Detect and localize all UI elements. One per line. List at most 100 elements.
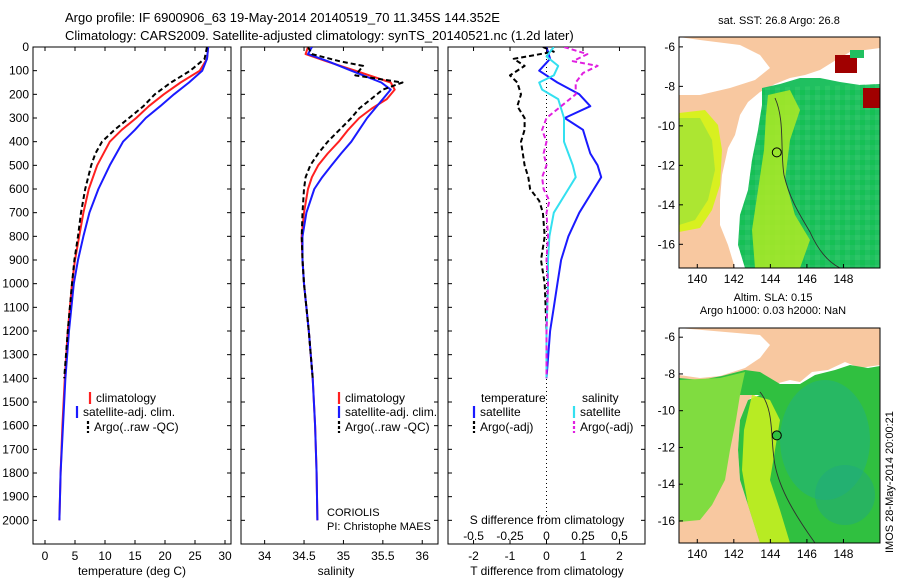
map-x-tick-label: 140	[687, 547, 707, 561]
legend-s-argo-label: Argo(-adj)	[580, 420, 633, 434]
map-x-tick-label: 144	[760, 272, 780, 286]
map-y-tick-label: -16	[658, 514, 676, 528]
map-y-tick-label: -10	[658, 119, 676, 133]
s-diff-tick-label: -0.5	[463, 529, 484, 543]
sla-map-title-1: Altim. SLA: 0.15	[734, 292, 813, 304]
legend-t-argo-label: Argo(-adj)	[480, 420, 533, 434]
difference-panel: -2 -1 0 1 2 -0.5 -0.25 0 0.25 0.5 T difference fr…	[447, 46, 646, 578]
credit-pi: PI: Christophe MAES	[327, 521, 431, 533]
sst-high-patch	[863, 88, 880, 108]
s-diff-tick-label: 0	[543, 529, 550, 543]
sla-map-ticks: 140 142 144 146 148 -6 -8 -10 -12 -14 -16	[658, 330, 854, 561]
map-y-tick-label: -14	[658, 477, 676, 491]
map-y-tick-label: -8	[664, 79, 675, 93]
sla-map: Altim. SLA: 0.15 Argo h1000: 0.03 h2000:…	[658, 292, 881, 561]
depth-tick-label: 1100	[3, 300, 29, 314]
x-tick-label: 20	[158, 549, 172, 563]
legend-climatology-label: climatology	[345, 391, 405, 405]
sla-map-frame	[678, 327, 881, 544]
legend-argo-label: Argo(..raw -QC)	[345, 420, 430, 434]
map-x-tick-label: 142	[724, 547, 744, 561]
depth-tick-label: 1000	[2, 277, 29, 291]
sst-field-west-edge	[679, 118, 715, 225]
map-y-tick-label: -8	[664, 367, 675, 381]
temperature-legend: climatology satellite-adj. clim. Argo(..…	[75, 391, 179, 434]
x-tick-label: 5	[72, 549, 79, 563]
map-y-tick-label: -10	[658, 404, 676, 418]
depth-tick-label: 1900	[2, 490, 29, 504]
difference-lines	[509, 47, 603, 379]
sst-high-patch	[835, 55, 857, 73]
series-line	[58, 47, 210, 521]
sla-bathy-contour	[759, 391, 816, 543]
map-x-tick-label: 148	[833, 272, 853, 286]
x-tick-label: 2	[616, 549, 623, 563]
map-y-tick-label: -6	[664, 40, 675, 54]
sst-map: sat. SST: 26.8 Argo: 26.8 140 142 144 146 14…	[658, 15, 881, 286]
depth-tick-label: 100	[9, 64, 29, 78]
difference-ticks: -2 -1 0 1 2 -0.5 -0.25 0 0.25 0.5	[448, 46, 645, 563]
depth-tick-label: 900	[9, 253, 29, 267]
legend-argo-label: Argo(..raw -QC)	[94, 420, 179, 434]
temperature-panel: 0100200300400500600700800900100011001200…	[2, 40, 232, 578]
legend-satellite-label: satellite-adj. clim.	[345, 405, 437, 419]
temperature-ticks: 0100200300400500600700800900100011001200…	[2, 40, 232, 563]
salinity-lines	[300, 47, 404, 521]
depth-tick-label: 0	[22, 40, 29, 54]
legend-temperature-heading: temperature	[481, 391, 546, 405]
map-y-tick-label: -14	[658, 198, 676, 212]
map-y-tick-label: -12	[658, 440, 676, 454]
sst-argo-position-marker	[771, 147, 782, 158]
map-x-tick-label: 140	[687, 272, 707, 286]
x-tick-label: 36	[416, 549, 430, 563]
map-y-tick-label: -6	[664, 330, 675, 344]
legend-s-satellite-label: satellite	[580, 405, 621, 419]
sst-map-title: sat. SST: 26.8 Argo: 26.8	[718, 15, 840, 27]
depth-tick-label: 1300	[2, 348, 29, 362]
series-line	[538, 47, 577, 379]
series-line	[541, 47, 599, 379]
x-tick-label: 25	[188, 549, 202, 563]
salinity-legend: climatology satellite-adj. clim. Argo(..…	[337, 391, 437, 434]
sst-map-ticks: 140 142 144 146 148 -6 -8 -10 -12 -14 -16	[658, 40, 854, 286]
depth-tick-label: 800	[9, 229, 29, 243]
t-difference-x-label: T difference from climatology	[470, 564, 624, 578]
x-tick-label: 10	[98, 549, 112, 563]
depth-tick-label: 200	[9, 87, 29, 101]
imos-timestamp: IMOS 28-May-2014 20:00:21	[884, 411, 896, 553]
x-tick-label: 0	[543, 549, 550, 563]
temperature-lines	[58, 47, 210, 521]
credit-institution: CORIOLIS	[327, 507, 380, 519]
x-tick-label: -2	[468, 549, 479, 563]
sst-map-land	[679, 37, 880, 268]
depth-tick-label: 1700	[2, 442, 29, 456]
map-y-tick-label: -16	[658, 237, 676, 251]
sla-field-low	[815, 465, 875, 525]
sst-patch	[850, 50, 864, 58]
depth-tick-label: 300	[9, 111, 29, 125]
depth-tick-label: 700	[9, 206, 29, 220]
depth-tick-label: 500	[9, 158, 29, 172]
series-line	[63, 47, 208, 379]
depth-tick-label: 1800	[2, 466, 29, 480]
sla-argo-position-marker	[771, 430, 782, 441]
x-tick-label: 35	[337, 549, 351, 563]
depth-tick-label: 1500	[2, 395, 29, 409]
map-y-tick-label: -12	[658, 158, 676, 172]
series-line	[300, 47, 404, 379]
s-diff-tick-label: 0.5	[611, 529, 628, 543]
sla-field-west	[679, 372, 745, 522]
x-tick-label: 35.5	[371, 549, 395, 563]
salinity-ticks: 34 34.5 35 35.5 36	[241, 46, 438, 563]
s-diff-tick-label: -0.25	[496, 529, 524, 543]
map-x-tick-label: 146	[797, 272, 817, 286]
x-tick-label: 30	[218, 549, 232, 563]
series-line	[301, 47, 392, 521]
salinity-axes-box	[240, 46, 439, 545]
depth-tick-label: 600	[9, 182, 29, 196]
x-tick-label: 0	[42, 549, 49, 563]
s-diff-tick-label: 0.25	[571, 529, 595, 543]
difference-legend: temperature salinity satellite Argo(-adj…	[472, 391, 633, 434]
x-tick-label: 34.5	[292, 549, 316, 563]
